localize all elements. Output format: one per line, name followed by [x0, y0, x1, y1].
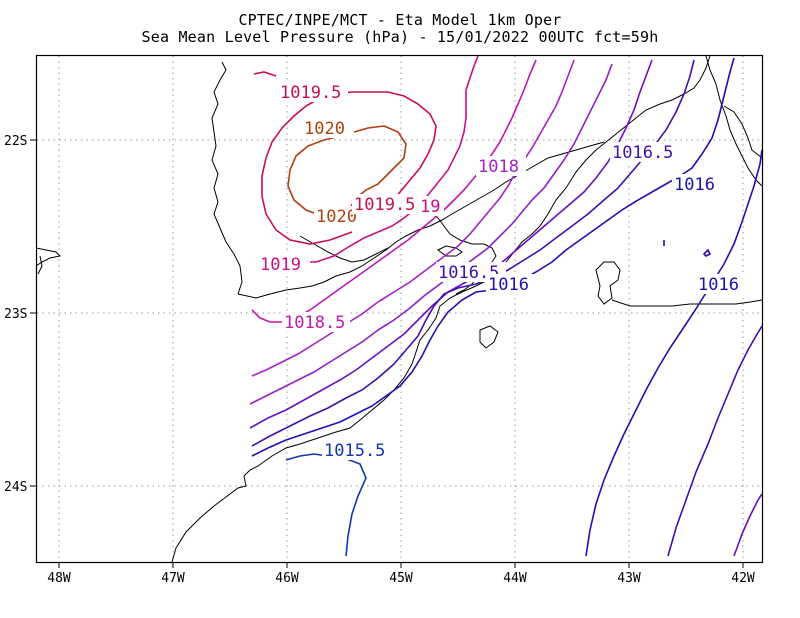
contour-1018 — [251, 59, 575, 377]
state-border-4 — [36, 247, 62, 267]
contour-label-1016-5-a: 1016.5 — [612, 143, 673, 163]
contour-label-1020-a: 1020 — [304, 119, 345, 139]
island-east — [595, 261, 621, 305]
axis-ticks — [30, 139, 744, 568]
contour-1016-5 — [251, 59, 695, 447]
x-tick-42w: 42W — [731, 571, 755, 586]
coastline — [36, 55, 763, 563]
contour-label-1019-5-a: 1019.5 — [280, 83, 341, 103]
contour-1016-5-east — [667, 325, 763, 557]
y-axis-labels: 22S 23S 24S — [4, 134, 27, 495]
contour-label-19: 19 — [420, 197, 440, 217]
x-tick-47w: 47W — [161, 571, 185, 586]
contour-label-1018: 1018 — [478, 157, 519, 177]
contour-labels: 1019.5 1020 1020 1019.5 19 1019 1018.5 1… — [258, 82, 748, 461]
state-border-1 — [211, 61, 243, 295]
x-tick-44w: 44W — [503, 571, 527, 586]
coast-ne-3 — [723, 105, 763, 159]
contour-label-1015-5: 1015.5 — [324, 441, 385, 461]
contour-label-1016-5-b: 1016.5 — [438, 263, 499, 283]
coast-ne-2 — [705, 55, 763, 187]
contour-1016-dot-b — [702, 248, 712, 257]
contour-1017-east — [733, 493, 763, 557]
contour-1015-5 — [285, 453, 367, 557]
contour-label-1016-c: 1016 — [698, 275, 739, 295]
y-tick-24s: 24S — [4, 480, 27, 495]
x-axis-labels: 48W 47W 46W 45W 44W 43W 42W — [47, 571, 755, 586]
contour-label-1018-5: 1018.5 — [284, 313, 345, 333]
x-tick-45w: 45W — [389, 571, 413, 586]
y-tick-23s: 23S — [4, 307, 27, 322]
contour-1020 — [287, 125, 407, 217]
island-small — [479, 325, 499, 349]
map-frame — [35, 54, 764, 564]
state-border-5 — [37, 255, 43, 275]
contour-1016-sw — [251, 57, 735, 457]
gridlines — [37, 56, 762, 562]
state-border-3 — [299, 235, 389, 263]
y-tick-22s: 22S — [4, 134, 27, 149]
contour-1019 — [259, 55, 479, 263]
contour-label-1019-5-b: 1019.5 — [354, 195, 415, 215]
contour-label-1016-a: 1016 — [674, 175, 715, 195]
contour-label-1016-b: 1016 — [488, 275, 529, 295]
state-border-2 — [237, 141, 605, 299]
contour-label-1019: 1019 — [260, 255, 301, 275]
chart-title: CPTEC/INPE/MCT - Eta Model 1km Oper — [238, 11, 562, 29]
chart-subtitle: Sea Mean Level Pressure (hPa) - 15/01/20… — [141, 28, 659, 46]
x-tick-48w: 48W — [47, 571, 71, 586]
contour-label-1020-b: 1020 — [316, 207, 357, 227]
contour-1019-5-top — [253, 71, 277, 77]
coast-ne — [611, 299, 763, 307]
x-tick-46w: 46W — [275, 571, 299, 586]
contour-1017-5 — [249, 63, 613, 405]
x-tick-43w: 43W — [617, 571, 641, 586]
contour-1016-east — [585, 149, 763, 557]
coastline-main — [171, 55, 711, 563]
